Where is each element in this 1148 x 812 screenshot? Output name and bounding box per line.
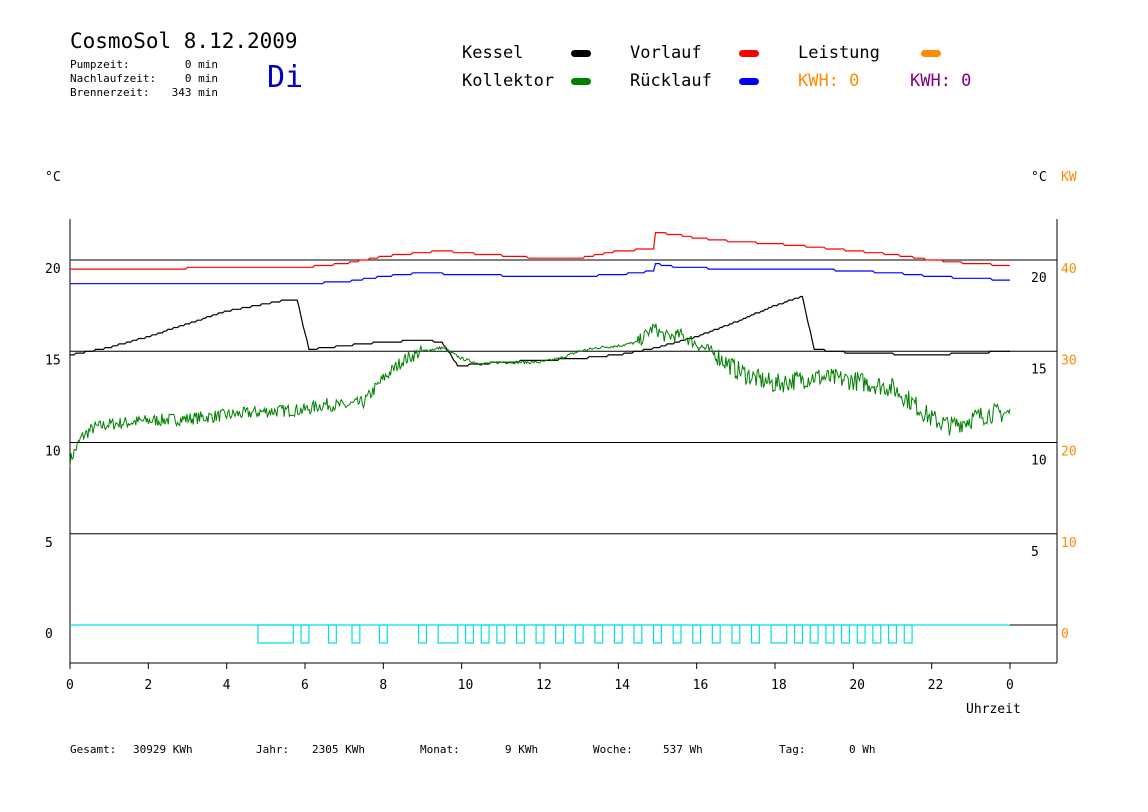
right-axis-unit: °C bbox=[1031, 170, 1047, 185]
y-tick-right-20: 20 bbox=[1031, 271, 1047, 286]
y-tick-kw-20: 20 bbox=[1061, 445, 1077, 460]
y-tick-right-10: 10 bbox=[1031, 454, 1047, 469]
pump-on-block-19 bbox=[692, 624, 702, 644]
x-tick-label-4: 8 bbox=[379, 678, 387, 693]
legend-kessel-label: Kessel bbox=[462, 43, 524, 63]
kwh-orange-label: KWH: 0 bbox=[798, 71, 860, 91]
pump-on-block-12 bbox=[555, 624, 565, 644]
y-tick-left-0: 0 bbox=[45, 627, 53, 642]
x-tick-label-3: 6 bbox=[301, 678, 309, 693]
pump-on-block-30 bbox=[887, 624, 898, 644]
y-tick-left-5: 5 bbox=[45, 536, 53, 551]
pump-on-block-14 bbox=[594, 624, 604, 644]
pump-on-block-26 bbox=[825, 624, 835, 644]
monat-value: 9 KWh bbox=[505, 743, 539, 756]
y-tick-kw-30: 30 bbox=[1061, 353, 1077, 368]
pump-on-block-1 bbox=[300, 624, 310, 644]
x-tick-label-1: 2 bbox=[144, 678, 152, 693]
nachlaufzeit-label: Nachlaufzeit: bbox=[70, 72, 157, 85]
tag-value: 0 Wh bbox=[849, 743, 876, 756]
pump-on-block-2 bbox=[327, 624, 337, 644]
pump-on-block-5 bbox=[417, 624, 428, 644]
pump-on-block-18 bbox=[672, 624, 682, 644]
brennerzeit-value: 343 min bbox=[171, 86, 218, 99]
legend-leistung-label: Leistung bbox=[798, 43, 880, 63]
jahr-label: Jahr: bbox=[256, 743, 290, 756]
left-axis-unit: °C bbox=[45, 170, 61, 185]
y-tick-kw-40: 40 bbox=[1061, 262, 1077, 277]
legend-ruecklauf-swatch bbox=[739, 78, 759, 85]
x-tick-label-11: 22 bbox=[928, 678, 944, 693]
x-tick-label-10: 20 bbox=[849, 678, 865, 693]
monat-label: Monat: bbox=[420, 743, 460, 756]
y-tick-left-20: 20 bbox=[45, 262, 61, 277]
pumpzeit-value: 0 min bbox=[184, 58, 218, 71]
x-tick-label-9: 18 bbox=[771, 678, 787, 693]
pump-on-block-28 bbox=[856, 624, 866, 644]
right-axis-unit-kw: KW bbox=[1061, 170, 1077, 185]
tag-label: Tag: bbox=[779, 743, 806, 756]
legend-leistung-swatch bbox=[921, 50, 941, 57]
pump-on-block-21 bbox=[731, 624, 741, 644]
x-tick-label-7: 14 bbox=[614, 678, 630, 693]
woche-value: 537 Wh bbox=[663, 743, 703, 756]
y-tick-right-15: 15 bbox=[1031, 362, 1047, 377]
pump-on-block-13 bbox=[574, 624, 584, 644]
series-line-rücklauf bbox=[70, 263, 1010, 285]
series-line-kollektor bbox=[69, 323, 1011, 468]
y-tick-kw-0: 0 bbox=[1061, 627, 1069, 642]
pump-on-block-6 bbox=[437, 624, 459, 644]
pumpzeit-label: Pumpzeit: bbox=[70, 58, 130, 71]
y-tick-kw-10: 10 bbox=[1061, 536, 1077, 551]
pump-on-block-31 bbox=[903, 624, 913, 644]
kwh-purple-label: KWH: 0 bbox=[910, 71, 972, 91]
weekday-label: Di bbox=[267, 60, 304, 95]
y-tick-left-15: 15 bbox=[45, 353, 61, 368]
legend-kessel-swatch bbox=[571, 50, 591, 57]
legend-kollektor-label: Kollektor bbox=[462, 71, 555, 91]
pump-on-block-7 bbox=[464, 624, 475, 644]
pump-on-block-10 bbox=[515, 624, 525, 644]
pump-on-block-24 bbox=[793, 624, 804, 644]
pump-on-block-9 bbox=[496, 624, 506, 644]
legend-vorlauf-label: Vorlauf bbox=[630, 43, 702, 63]
pump-on-block-20 bbox=[711, 624, 721, 644]
pump-on-block-29 bbox=[872, 624, 882, 644]
nachlaufzeit-value: 0 min bbox=[184, 72, 218, 85]
legend-vorlauf-swatch bbox=[739, 50, 759, 57]
pump-on-block-16 bbox=[633, 624, 643, 644]
pump-on-block-23 bbox=[770, 624, 788, 644]
woche-label: Woche: bbox=[593, 743, 633, 756]
pump-on-block-3 bbox=[351, 624, 361, 644]
x-tick-label-6: 12 bbox=[536, 678, 552, 693]
y-tick-left-10: 10 bbox=[45, 445, 61, 460]
x-tick-label-0: 0 bbox=[66, 678, 74, 693]
pump-on-block-11 bbox=[535, 624, 545, 644]
pump-on-block-15 bbox=[613, 624, 623, 644]
pump-on-block-8 bbox=[480, 624, 490, 644]
pump-on-block-17 bbox=[652, 624, 663, 644]
legend-kollektor-swatch bbox=[571, 78, 591, 85]
series-line-kessel bbox=[70, 295, 1010, 367]
jahr-value: 2305 KWh bbox=[312, 743, 365, 756]
chart-title: CosmoSol 8.12.2009 bbox=[70, 29, 298, 53]
pump-on-block-0 bbox=[257, 624, 294, 644]
gesamt-value: 30929 KWh bbox=[133, 743, 193, 756]
pump-on-block-27 bbox=[840, 624, 851, 644]
x-tick-label-12: 0 bbox=[1006, 678, 1014, 693]
pump-on-block-22 bbox=[750, 624, 760, 644]
x-tick-label-2: 4 bbox=[223, 678, 231, 693]
gesamt-label: Gesamt: bbox=[70, 743, 117, 756]
legend-ruecklauf-label: Rücklauf bbox=[630, 71, 712, 91]
x-axis-label: Uhrzeit bbox=[966, 702, 1021, 717]
pump-on-block-4 bbox=[378, 624, 388, 644]
brennerzeit-label: Brennerzeit: bbox=[70, 86, 150, 99]
x-tick-label-5: 10 bbox=[458, 678, 474, 693]
x-tick-label-8: 16 bbox=[693, 678, 709, 693]
y-tick-right-5: 5 bbox=[1031, 545, 1039, 560]
series-line-vorlauf bbox=[70, 232, 1010, 270]
pump-on-block-25 bbox=[809, 624, 819, 644]
